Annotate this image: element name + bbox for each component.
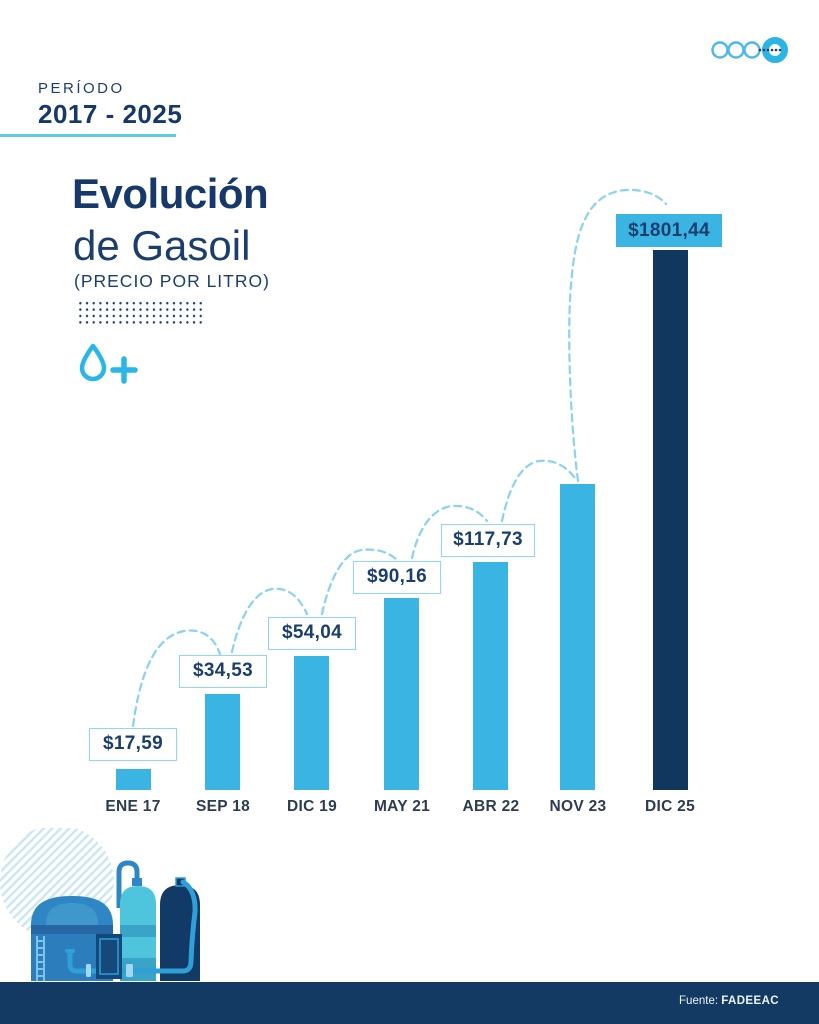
value-label-dic-19: $54,04 (268, 617, 356, 650)
main-title-line1: Evolución (72, 170, 269, 217)
period-label: PERÍODO (38, 80, 125, 97)
water-drop-plus-icon (79, 343, 138, 384)
value-label-may-21: $90,16 (353, 561, 441, 594)
brand-icon (711, 37, 788, 63)
period-underline (0, 134, 176, 137)
value-label-dic-25: $1801,44 (616, 214, 722, 247)
value-label-ene-17: $17,59 (89, 728, 177, 761)
decorative-dots-pattern (77, 300, 203, 325)
value-label-sep-18: $34,53 (179, 655, 267, 688)
water-drop-icon (79, 343, 107, 382)
category-label-may-21: MAY 21 (373, 798, 431, 815)
bar-abr-22 (473, 562, 508, 790)
bar-sep-18 (205, 694, 240, 790)
chart-subtitle: (PRECIO POR LITRO) (74, 271, 270, 291)
pipe-fitting (126, 964, 133, 977)
circle-icon (727, 41, 745, 59)
bar-dic-25 (653, 250, 688, 790)
category-label-dic-19: DIC 19 (286, 798, 338, 815)
category-label-sep-18: SEP 18 (195, 798, 251, 815)
category-label-dic-25: DIC 25 (644, 798, 696, 815)
source-label: Fuente: (679, 995, 719, 1007)
category-label-ene-17: ENE 17 (105, 798, 161, 815)
main-title-line2: de Gasoil (73, 222, 251, 269)
pipe-icon (67, 879, 198, 974)
bar-nov-23 (560, 484, 595, 790)
donut-icon (762, 37, 788, 63)
source-value: FADEEAC (721, 995, 779, 1007)
bar-ene-17 (116, 769, 151, 790)
dotted-line-icon (758, 48, 782, 52)
dark-tank (65, 877, 200, 981)
bar-dic-19 (294, 656, 329, 790)
value-label-abr-22: $117,73 (441, 524, 535, 557)
teal-tank (116, 860, 156, 981)
circle-icon (711, 41, 729, 59)
period-value: 2017 - 2025 (38, 99, 183, 129)
pipe-icon (116, 860, 140, 908)
control-box (96, 934, 122, 979)
plus-icon (110, 356, 138, 384)
footer-band (0, 982, 819, 1024)
circle-icon (743, 41, 761, 59)
ladder-icon (36, 936, 45, 981)
bar-may-21 (384, 598, 419, 790)
category-label-abr-22: ABR 22 (462, 798, 520, 815)
fuel-tanks-illustration (0, 828, 200, 981)
category-label-nov-23: NOV 23 (549, 798, 607, 815)
pipe-fitting (86, 964, 91, 977)
footer-source: Fuente: FADEEAC (679, 995, 779, 1007)
